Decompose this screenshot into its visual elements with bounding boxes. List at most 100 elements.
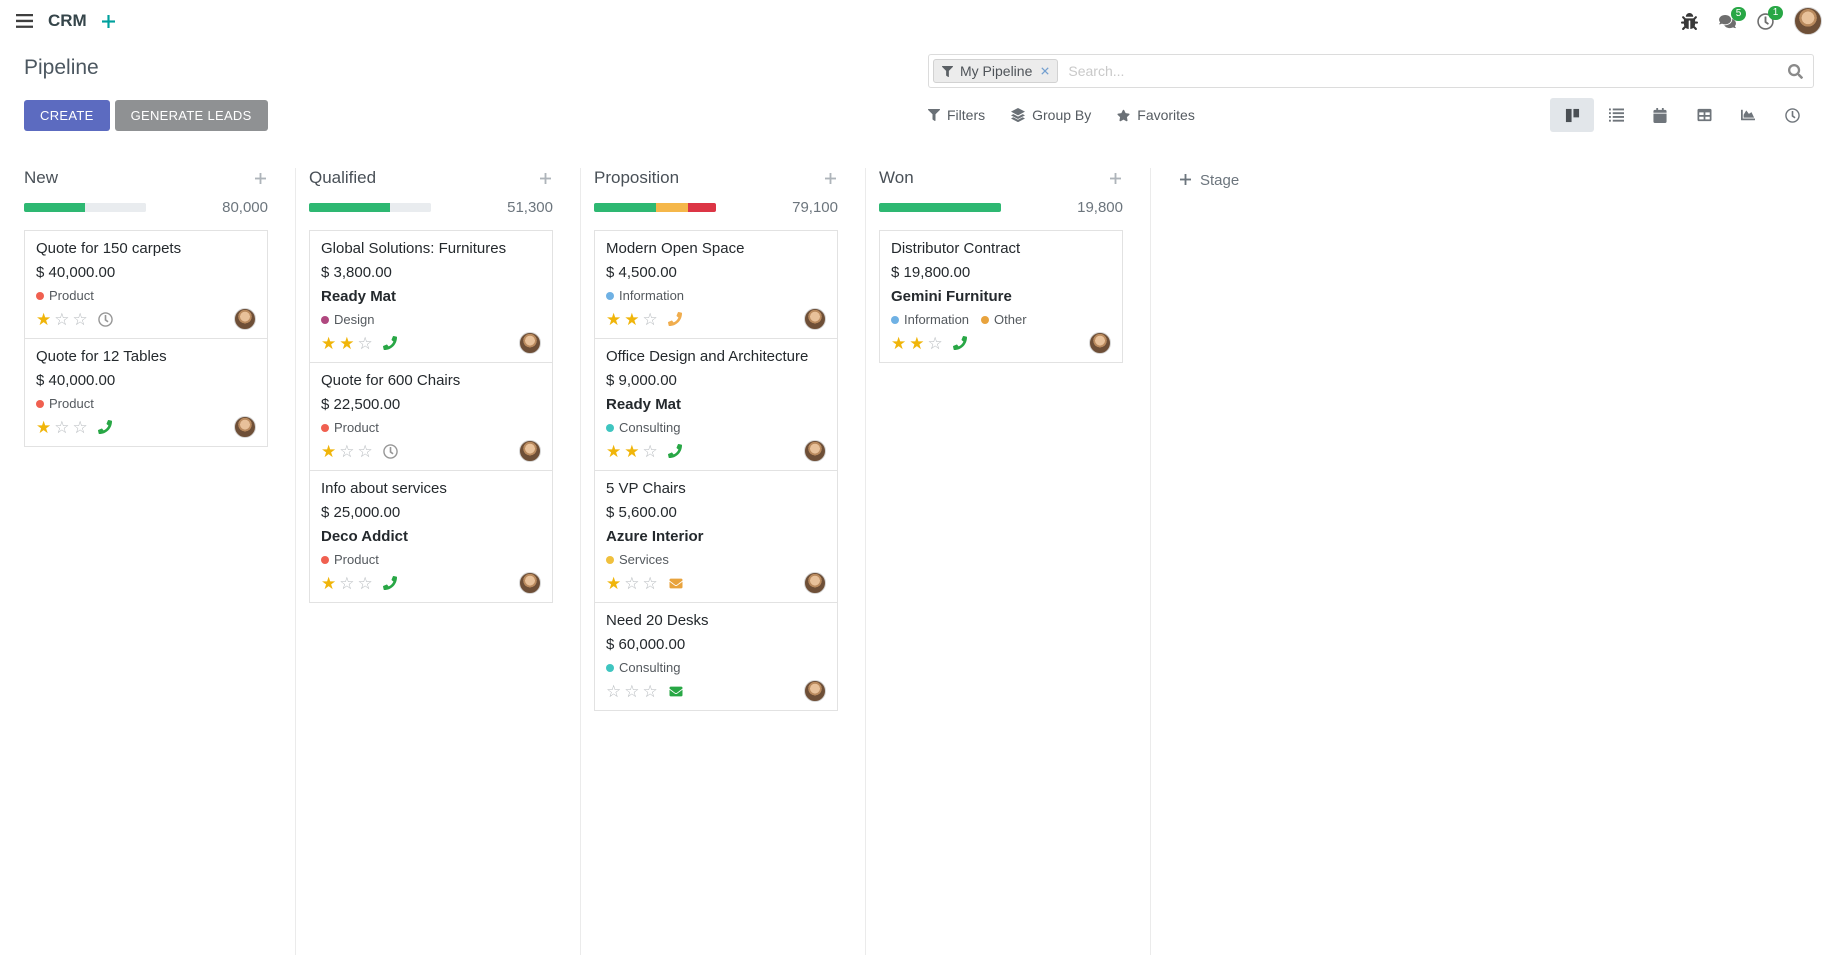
graph-view-icon[interactable]: [1726, 98, 1770, 132]
priority-star-icon[interactable]: ☆: [642, 681, 658, 701]
priority-star-icon[interactable]: ☆: [357, 333, 373, 353]
column-title[interactable]: Proposition: [594, 168, 680, 187]
progress-segment[interactable]: [594, 203, 657, 212]
priority-star-icon[interactable]: ☆: [72, 309, 88, 329]
priority-star-icon[interactable]: ★: [36, 309, 52, 329]
kanban-view-icon[interactable]: [1550, 98, 1594, 132]
priority-star-icon[interactable]: ★: [321, 573, 337, 593]
salesperson-avatar[interactable]: [804, 572, 826, 594]
priority-star-icon[interactable]: ☆: [54, 309, 70, 329]
kanban-card[interactable]: Quote for 12 Tables $ 40,000.00 Product …: [24, 338, 268, 447]
kanban-card[interactable]: 5 VP Chairs $ 5,600.00 Azure Interior Se…: [594, 470, 838, 603]
activity-envelope-icon[interactable]: [668, 577, 684, 590]
bug-icon[interactable]: [1681, 12, 1698, 30]
salesperson-avatar[interactable]: [804, 680, 826, 702]
priority-star-icon[interactable]: ☆: [642, 573, 658, 593]
activity-phone-icon[interactable]: [667, 444, 682, 458]
kanban-card[interactable]: Info about services $ 25,000.00 Deco Add…: [309, 470, 553, 603]
messages-icon[interactable]: 5: [1718, 6, 1746, 29]
create-button[interactable]: CREATE: [24, 99, 110, 131]
kanban-card[interactable]: Quote for 150 carpets $ 40,000.00 Produc…: [24, 230, 268, 339]
activity-phone-icon[interactable]: [97, 420, 112, 434]
add-stage-button[interactable]: Stage: [1164, 168, 1239, 955]
priority-star-icon[interactable]: ☆: [339, 573, 355, 593]
activity-phone-icon[interactable]: [382, 336, 397, 350]
column-add-icon[interactable]: [823, 171, 838, 186]
progress-segment[interactable]: [687, 203, 716, 212]
column-progressbar[interactable]: [594, 203, 716, 212]
activity-envelope-icon[interactable]: [668, 685, 684, 698]
activity-clock-icon[interactable]: [382, 443, 398, 459]
column-add-icon[interactable]: [1108, 171, 1123, 186]
column-title[interactable]: New: [24, 168, 59, 187]
progress-segment[interactable]: [879, 203, 1001, 212]
salesperson-avatar[interactable]: [519, 572, 541, 594]
search-bar[interactable]: My Pipeline: [928, 54, 1814, 88]
kanban-card[interactable]: Modern Open Space $ 4,500.00 Information…: [594, 230, 838, 339]
priority-star-icon[interactable]: ★: [36, 417, 52, 437]
column-progressbar[interactable]: [24, 203, 146, 212]
priority-star-icon[interactable]: ☆: [642, 309, 658, 329]
priority-star-icon[interactable]: ★: [909, 333, 925, 353]
activity-view-icon[interactable]: [1770, 98, 1814, 132]
priority-star-icon[interactable]: ★: [321, 333, 337, 353]
column-add-icon[interactable]: [538, 171, 553, 186]
priority-star-icon[interactable]: ★: [624, 309, 640, 329]
priority-star-icon[interactable]: ★: [891, 333, 907, 353]
column-progressbar[interactable]: [879, 203, 1001, 212]
priority-star-icon[interactable]: ☆: [54, 417, 70, 437]
salesperson-avatar[interactable]: [519, 332, 541, 354]
priority-star-icon[interactable]: ★: [321, 441, 337, 461]
search-input[interactable]: [1058, 63, 1788, 79]
column-progressbar[interactable]: [309, 203, 431, 212]
activity-clock-icon[interactable]: [97, 311, 113, 327]
activities-clock-icon[interactable]: 1: [1757, 5, 1783, 30]
hamburger-menu-icon[interactable]: [16, 14, 33, 28]
facet-remove-icon[interactable]: [1041, 67, 1050, 75]
progress-segment[interactable]: [309, 203, 390, 212]
salesperson-avatar[interactable]: [804, 440, 826, 462]
calendar-view-icon[interactable]: [1638, 98, 1682, 132]
priority-star-icon[interactable]: ☆: [624, 573, 640, 593]
list-view-icon[interactable]: [1594, 98, 1638, 132]
filters-button[interactable]: Filters: [928, 107, 985, 123]
plus-icon[interactable]: [101, 14, 115, 28]
salesperson-avatar[interactable]: [1089, 332, 1111, 354]
column-add-icon[interactable]: [253, 171, 268, 186]
activity-phone-icon[interactable]: [667, 312, 682, 326]
search-icon[interactable]: [1788, 63, 1803, 79]
kanban-card[interactable]: Distributor Contract $ 19,800.00 Gemini …: [879, 230, 1123, 363]
progress-segment[interactable]: [24, 203, 85, 212]
group-by-button[interactable]: Group By: [1011, 107, 1091, 123]
salesperson-avatar[interactable]: [234, 416, 256, 438]
salesperson-avatar[interactable]: [234, 308, 256, 330]
priority-star-icon[interactable]: ★: [339, 333, 355, 353]
app-name[interactable]: CRM: [48, 11, 87, 30]
favorites-button[interactable]: Favorites: [1117, 107, 1195, 123]
priority-star-icon[interactable]: ★: [606, 441, 622, 461]
pivot-view-icon[interactable]: [1682, 98, 1726, 132]
priority-star-icon[interactable]: ☆: [927, 333, 943, 353]
salesperson-avatar[interactable]: [519, 440, 541, 462]
kanban-card[interactable]: Quote for 600 Chairs $ 22,500.00 Product…: [309, 362, 553, 471]
kanban-card[interactable]: Global Solutions: Furnitures $ 3,800.00 …: [309, 230, 553, 363]
priority-star-icon[interactable]: ★: [606, 309, 622, 329]
generate-leads-button[interactable]: GENERATE LEADS: [114, 99, 268, 131]
kanban-card[interactable]: Office Design and Architecture $ 9,000.0…: [594, 338, 838, 471]
activity-phone-icon[interactable]: [382, 576, 397, 590]
priority-star-icon[interactable]: ☆: [357, 573, 373, 593]
progress-segment[interactable]: [389, 203, 431, 212]
priority-star-icon[interactable]: ☆: [72, 417, 88, 437]
search-facet[interactable]: My Pipeline: [933, 59, 1059, 83]
priority-star-icon[interactable]: ☆: [642, 441, 658, 461]
priority-star-icon[interactable]: ★: [606, 573, 622, 593]
column-title[interactable]: Qualified: [309, 168, 377, 187]
priority-star-icon[interactable]: ☆: [606, 681, 622, 701]
activity-phone-icon[interactable]: [952, 336, 967, 350]
progress-segment[interactable]: [85, 203, 146, 212]
priority-star-icon[interactable]: ☆: [339, 441, 355, 461]
priority-star-icon[interactable]: ☆: [624, 681, 640, 701]
kanban-card[interactable]: Need 20 Desks $ 60,000.00 Consulting ☆ ☆ ☆: [594, 602, 838, 711]
column-title[interactable]: Won: [879, 168, 914, 187]
progress-segment[interactable]: [656, 203, 688, 212]
